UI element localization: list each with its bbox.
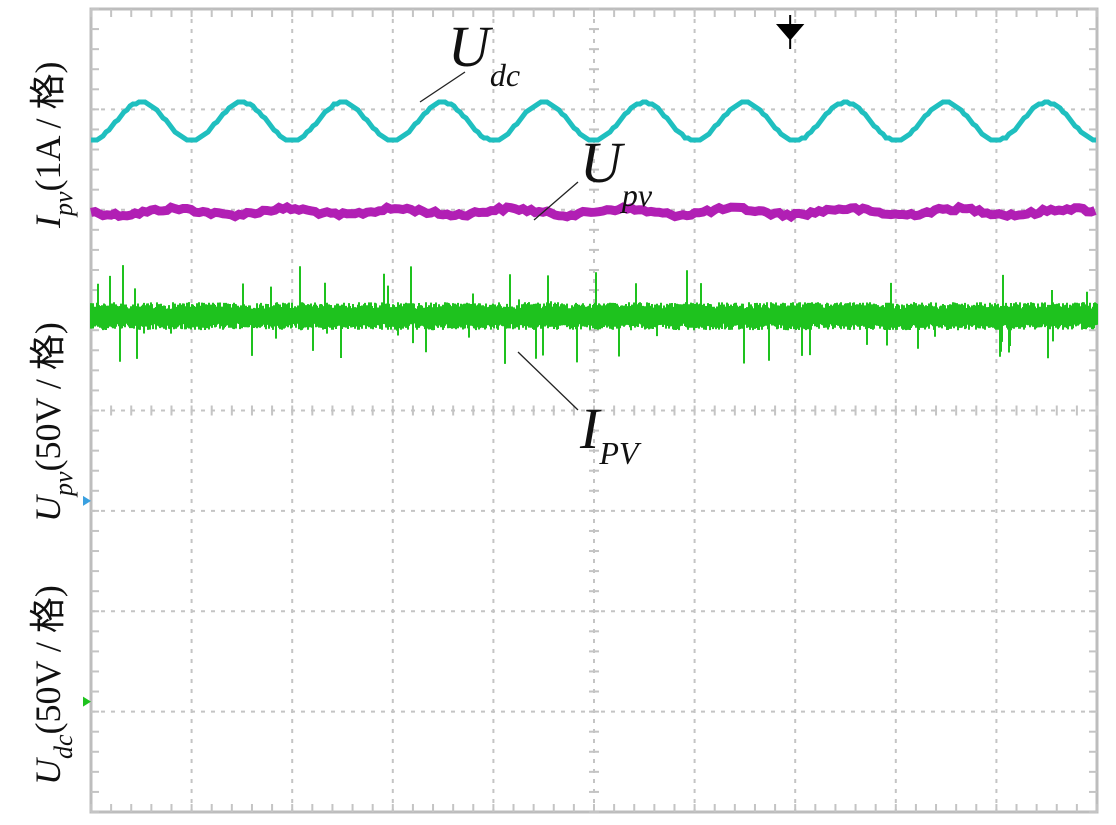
ipv-label-sub: PV: [598, 435, 642, 471]
y-label-ipv: Ipv(1A / 格): [28, 61, 78, 229]
y-label-udc: Udc(50V / 格): [28, 585, 78, 785]
y-label-ipv-main: I: [28, 214, 68, 229]
ipv-label: IPV: [579, 396, 642, 471]
y-label-ipv-sub: pv: [49, 191, 78, 218]
ipv-leader-line: [517, 351, 579, 411]
udc-trace: [91, 99, 1096, 143]
udc-label: Udc: [448, 14, 520, 93]
udc-label-sub: dc: [490, 57, 520, 93]
y-label-upv: Upv(50V / 格): [28, 322, 78, 522]
upv-leader-line: [533, 181, 579, 221]
upv-label: Upv: [580, 130, 653, 213]
udc-label-main: U: [448, 14, 494, 79]
upv-channel-marker: [83, 495, 91, 506]
ipv-trace: [90, 265, 1098, 364]
trigger-marker-icon: [775, 15, 805, 49]
udc-leader-line: [419, 71, 466, 103]
y-label-udc-main: U: [28, 757, 68, 785]
udc-channel-marker: [83, 696, 91, 707]
ipv-label-main: I: [579, 396, 602, 461]
y-label-udc-rest: (50V / 格): [28, 585, 68, 734]
y-label-upv-main: U: [28, 494, 68, 522]
y-label-udc-sub: dc: [49, 734, 78, 759]
y-label-upv-rest: (50V / 格): [28, 322, 68, 471]
trigger-marker: [775, 15, 805, 49]
upv-label-sub: pv: [620, 177, 653, 213]
y-label-ipv-rest: (1A / 格): [28, 61, 68, 191]
upv-label-main: U: [580, 130, 626, 195]
upv-trace: [90, 201, 1097, 223]
y-label-upv-sub: pv: [49, 471, 78, 498]
